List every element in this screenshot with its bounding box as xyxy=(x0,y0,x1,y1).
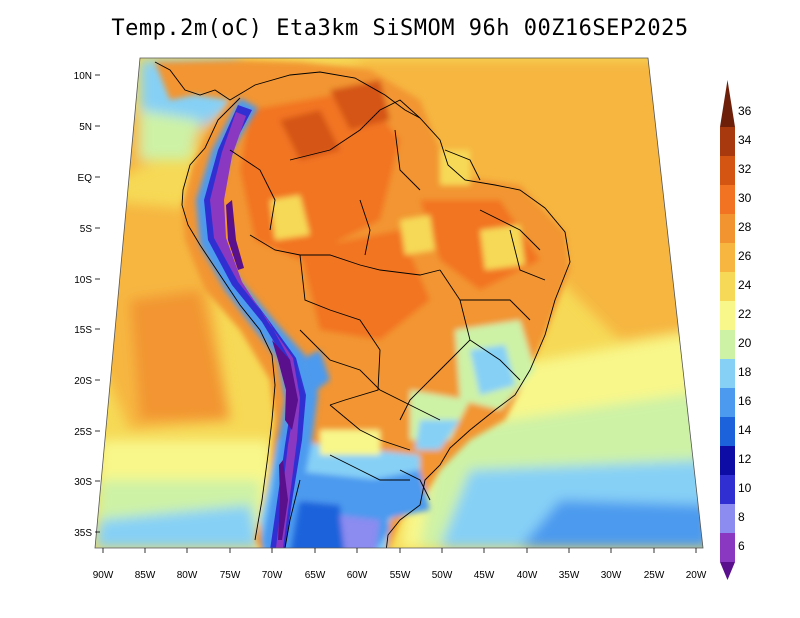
colorbar-label: 32 xyxy=(738,162,752,176)
colorbar-label: 10 xyxy=(738,481,752,495)
south-america-landmass xyxy=(155,60,570,548)
colorbar-label: 18 xyxy=(738,365,752,379)
colorbar-segment xyxy=(720,156,735,185)
lat-label: 30S xyxy=(74,477,92,488)
coastlines-and-borders xyxy=(154,61,571,548)
colorbar-label: 28 xyxy=(738,220,752,234)
colorbar-segment xyxy=(720,475,735,504)
lon-label: 25W xyxy=(644,570,665,581)
colorbar-segment xyxy=(720,272,735,301)
colorbar-segment xyxy=(720,214,735,243)
colorbar-segment xyxy=(720,243,735,272)
colorbar-label: 12 xyxy=(738,452,752,466)
colorbar-segment xyxy=(720,80,735,127)
colorbar-segment xyxy=(720,446,735,475)
lat-label: 5N xyxy=(79,122,92,133)
andes-cold-strip xyxy=(196,98,330,548)
temperature-field xyxy=(95,58,703,548)
colorbar-label: 22 xyxy=(738,307,752,321)
lon-label: 55W xyxy=(390,570,411,581)
lon-label: 65W xyxy=(305,570,326,581)
colorbar-label: 6 xyxy=(738,539,745,553)
lat-label: 5S xyxy=(80,224,93,235)
lat-label: 15S xyxy=(74,325,92,336)
colorbar-segment xyxy=(720,388,735,417)
colorbar-segment xyxy=(720,330,735,359)
colorbar-segment xyxy=(720,562,735,580)
lon-label: 90W xyxy=(93,570,114,581)
colorbar-label: 30 xyxy=(738,191,752,205)
lon-label: 50W xyxy=(432,570,453,581)
lon-label: 30W xyxy=(601,570,622,581)
lon-label: 70W xyxy=(262,570,283,581)
colorbar-label: 34 xyxy=(738,133,752,147)
colorbar: 6 8 10 12 14 16 18 20 22 24 26 28 30 32 … xyxy=(720,80,752,580)
lon-label: 85W xyxy=(135,570,156,581)
lon-label: 60W xyxy=(347,570,368,581)
lon-label: 20W xyxy=(686,570,707,581)
lat-label: 10N xyxy=(74,71,92,82)
colorbar-segment xyxy=(720,504,735,533)
map-title: Temp.2m(oC) Eta3km SiSMOM 96h 00Z16SEP20… xyxy=(111,16,689,41)
lat-label: 10S xyxy=(74,275,92,286)
colorbar-segment xyxy=(720,417,735,446)
latitude-axis: 10N 5N EQ 5S 10S 15S 20S 25S 30S 35S xyxy=(74,71,100,539)
lon-label: 80W xyxy=(177,570,198,581)
lon-label: 45W xyxy=(474,570,495,581)
colorbar-label: 24 xyxy=(738,278,752,292)
colorbar-segment xyxy=(720,127,735,156)
colorbar-label: 36 xyxy=(738,104,752,118)
lat-label: 25S xyxy=(74,427,92,438)
colorbar-segment xyxy=(720,301,735,330)
lat-label: 20S xyxy=(74,376,92,387)
colorbar-segment xyxy=(720,359,735,388)
lon-label: 35W xyxy=(559,570,580,581)
lat-label: 35S xyxy=(74,528,92,539)
colorbar-segment xyxy=(720,533,735,562)
lon-label: 75W xyxy=(220,570,241,581)
colorbar-label: 8 xyxy=(738,510,745,524)
colorbar-label: 20 xyxy=(738,336,752,350)
colorbar-label: 14 xyxy=(738,423,752,437)
colorbar-label: 16 xyxy=(738,394,752,408)
lat-label: EQ xyxy=(78,173,93,184)
colorbar-segment xyxy=(720,185,735,214)
longitude-axis: 90W 85W 80W 75W 70W 65W 60W 55W 50W 45W … xyxy=(93,548,707,581)
colorbar-label: 26 xyxy=(738,249,752,263)
lon-label: 40W xyxy=(517,570,538,581)
